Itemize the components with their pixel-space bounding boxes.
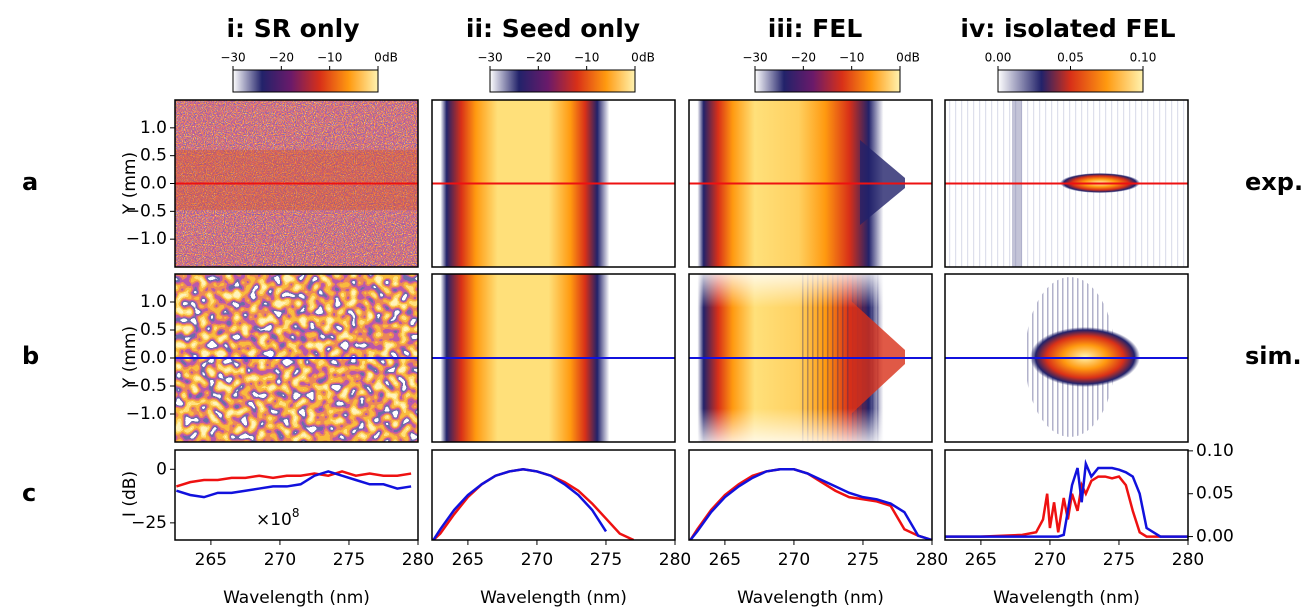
x-tick-label: 270 [778,550,810,570]
colorbar-tick-label: −10 [317,51,342,65]
row-tag: sim. [1245,342,1302,370]
x-tick-label: 275 [590,550,622,570]
y-tick-label: 0.00 [1196,527,1234,547]
colorbar-tick-label: −30 [742,51,767,65]
panel-frame [688,99,933,268]
y-tick-label: 0.10 [1196,441,1234,461]
colorbar-tick-label: −10 [839,51,864,65]
x-axis-label: Wavelength (nm) [480,588,627,608]
colorbar-tick-label: 0.05 [1057,51,1084,65]
column-title: iv: isolated FEL [960,14,1175,43]
y-tick-label: −0.5 [126,201,167,221]
x-tick-label: 270 [264,550,296,570]
colorbar-tick-label: −10 [574,51,599,65]
y-tick-label: −1.0 [126,229,167,249]
colorbar-unit: dB [382,51,398,65]
x-tick-label: 265 [965,550,997,570]
column-title: i: SR only [226,14,359,43]
colorbar-tick-label: −30 [477,51,502,65]
x-tick-label: 275 [333,550,365,570]
series-line [945,475,1188,538]
x-tick-label: 275 [1103,550,1135,570]
colorbar [754,69,901,93]
y-tick-label: 0 [156,459,167,479]
y-tick-label: 0.0 [140,174,167,194]
colorbar-tick-label: 0 [896,51,904,65]
y-axis-label: Y (mm) [120,152,140,215]
series-line [689,468,932,540]
row-label: c [22,479,36,507]
colorbar-tick-label: −20 [269,51,294,65]
colorbar-tick-label: 0 [374,51,382,65]
colorbar-tick-label: 0 [631,51,639,65]
panel-frame [944,273,1189,443]
series-line [432,468,608,540]
panel-frame [431,273,676,443]
x-axis-label: Wavelength (nm) [993,588,1140,608]
panel-frame [944,99,1189,268]
x-tick-label: 270 [1034,550,1066,570]
x-tick-label: 265 [709,550,741,570]
panel-frame [688,449,933,541]
y-tick-label: 0.05 [1196,484,1234,504]
panel-frame [431,99,676,268]
colorbar-tick-label: −30 [220,51,245,65]
heatmaps [175,100,1188,442]
series-line [176,470,412,499]
colorbar-unit: dB [904,51,920,65]
column-title: iii: FEL [768,14,863,43]
annotation: ×108 [256,506,300,531]
y-tick-label: 0.5 [140,146,167,166]
column-title: ii: Seed only [466,14,640,43]
row-tag: exp. [1245,168,1303,196]
x-tick-label: 265 [452,550,484,570]
y-tick-label: 1.0 [140,118,167,138]
y-tick-label: −0.5 [126,376,167,396]
colorbar [489,69,636,93]
panel-frame [944,449,1189,541]
y-tick-label: 0.0 [140,348,167,368]
x-tick-label: 280 [1172,550,1204,570]
colorbar-tick-label: −20 [791,51,816,65]
x-tick-label: 265 [195,550,227,570]
x-tick-label: 280 [916,550,948,570]
x-tick-label: 275 [847,550,879,570]
y-axis-label: Y (mm) [120,326,140,389]
colorbar-unit: dB [639,51,655,65]
y-tick-label: 0.5 [140,320,167,340]
annotation-base: ×10 [256,510,292,530]
row-label: b [22,342,39,370]
series-line [176,470,412,488]
x-axis-label: Wavelength (nm) [223,588,370,608]
series-line [689,468,932,540]
colorbar-tick-label: −20 [526,51,551,65]
y-tick-label: −1.0 [126,404,167,424]
x-axis-label: Wavelength (nm) [737,588,884,608]
colorbar-tick-label: 0.10 [1130,51,1157,65]
panel-frame [431,449,676,541]
x-tick-label: 280 [659,550,691,570]
panel-frame [688,273,933,443]
series-line [945,458,1188,538]
panel-frame [174,449,419,541]
x-tick-label: 270 [521,550,553,570]
x-tick-label: 280 [402,550,434,570]
y-axis-label: I (dB) [120,471,140,517]
annotation-exponent: 8 [292,506,300,520]
colorbar [232,69,379,93]
heatmap-sr-band [175,150,418,210]
y-tick-label: −25 [131,513,167,533]
y-tick-label: 1.0 [140,292,167,312]
row-label: a [22,168,38,196]
colorbar [997,69,1144,93]
colorbar-tick-label: 0.00 [985,51,1012,65]
